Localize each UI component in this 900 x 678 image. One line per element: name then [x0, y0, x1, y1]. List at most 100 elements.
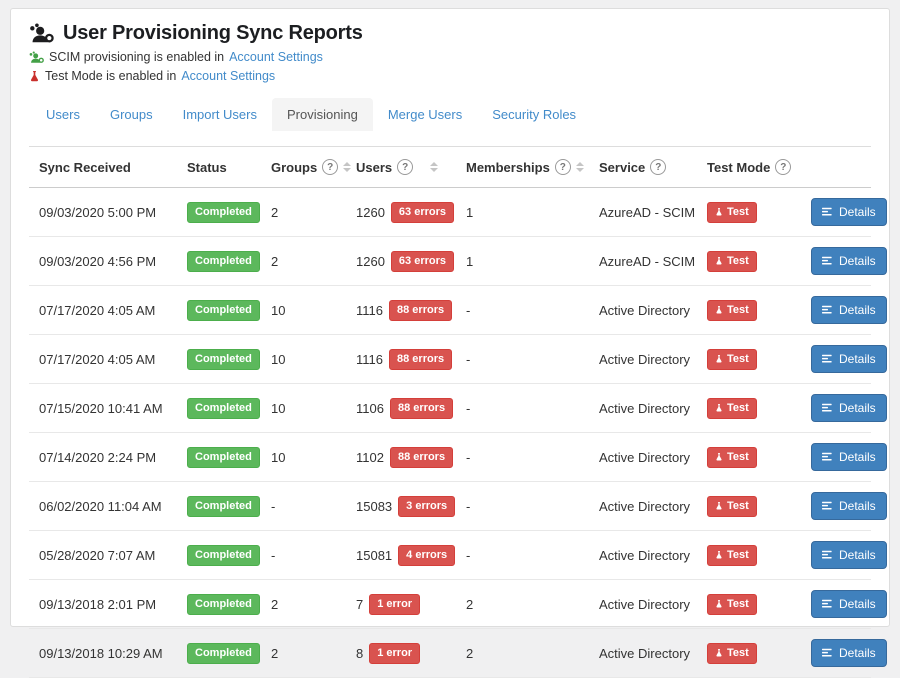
- tab-bar: UsersGroupsImport UsersProvisioningMerge…: [31, 98, 871, 131]
- flask-icon: [715, 501, 723, 511]
- column-header-test-mode[interactable]: Test Mode ?: [697, 147, 801, 188]
- details-button[interactable]: Details: [811, 590, 887, 618]
- status-badge: Completed: [187, 300, 260, 321]
- tab-import-users[interactable]: Import Users: [168, 98, 272, 131]
- table-header-row: Sync Received Status Groups ? Users ? Me…: [29, 147, 871, 188]
- service-cell: AzureAD - SCIM: [589, 237, 697, 286]
- test-mode-cell: Test: [697, 335, 801, 384]
- details-cell: Details: [801, 286, 871, 335]
- status-badge: Completed: [187, 643, 260, 664]
- errors-badge: 1 error: [369, 594, 420, 615]
- tab-security-roles[interactable]: Security Roles: [477, 98, 591, 131]
- users-cell: 1106 88 errors: [346, 384, 456, 433]
- tab-provisioning[interactable]: Provisioning: [272, 98, 373, 131]
- column-header-groups[interactable]: Groups ?: [261, 147, 346, 188]
- memberships-cell: 1: [456, 188, 589, 237]
- list-icon: [822, 403, 833, 414]
- sync-received-cell: 06/02/2020 11:04 AM: [29, 482, 177, 531]
- users-count: 15081: [356, 548, 392, 563]
- sort-icon[interactable]: [343, 162, 351, 172]
- table-row: 07/14/2020 2:24 PM Completed 10 1102 88 …: [29, 433, 871, 482]
- groups-cell: 10: [261, 286, 346, 335]
- memberships-cell: 1: [456, 237, 589, 286]
- test-mode-cell: Test: [697, 580, 801, 629]
- details-button[interactable]: Details: [811, 541, 887, 569]
- status-cell: Completed: [177, 531, 261, 580]
- service-cell: AzureAD - SCIM: [589, 188, 697, 237]
- users-cell: 15083 3 errors: [346, 482, 456, 531]
- users-cell: 15081 4 errors: [346, 531, 456, 580]
- list-icon: [822, 599, 833, 610]
- groups-cell: 2: [261, 237, 346, 286]
- details-cell: Details: [801, 335, 871, 384]
- table-row: 07/15/2020 10:41 AM Completed 10 1106 88…: [29, 384, 871, 433]
- help-icon[interactable]: ?: [650, 159, 666, 175]
- page-header: User Provisioning Sync Reports: [29, 22, 871, 45]
- details-button[interactable]: Details: [811, 394, 887, 422]
- page-title: User Provisioning Sync Reports: [63, 22, 363, 45]
- details-button[interactable]: Details: [811, 198, 887, 226]
- column-header-sync-received[interactable]: Sync Received: [29, 147, 177, 188]
- test-mode-badge: Test: [707, 251, 757, 272]
- details-cell: Details: [801, 531, 871, 580]
- status-cell: Completed: [177, 286, 261, 335]
- errors-badge: 3 errors: [398, 496, 455, 517]
- memberships-cell: -: [456, 384, 589, 433]
- users-cell: 1260 63 errors: [346, 188, 456, 237]
- users-count: 1106: [356, 401, 384, 416]
- column-header-users[interactable]: Users ?: [346, 147, 456, 188]
- details-button[interactable]: Details: [811, 296, 887, 324]
- service-cell: Active Directory: [589, 286, 697, 335]
- details-button[interactable]: Details: [811, 443, 887, 471]
- users-count: 15083: [356, 499, 392, 514]
- sync-reports-table: Sync Received Status Groups ? Users ? Me…: [29, 146, 871, 678]
- sync-received-cell: 09/03/2020 4:56 PM: [29, 237, 177, 286]
- sort-icon[interactable]: [430, 162, 438, 172]
- account-settings-link[interactable]: Account Settings: [229, 50, 323, 64]
- details-column-header: [801, 147, 871, 188]
- table-row: 09/03/2020 5:00 PM Completed 2 1260 63 e…: [29, 188, 871, 237]
- details-button[interactable]: Details: [811, 639, 887, 667]
- errors-badge: 63 errors: [391, 251, 454, 272]
- list-icon: [822, 354, 833, 365]
- account-settings-link[interactable]: Account Settings: [181, 69, 275, 83]
- users-group-icon: [29, 51, 44, 64]
- tab-users[interactable]: Users: [31, 98, 95, 131]
- status-cell: Completed: [177, 188, 261, 237]
- service-cell: Active Directory: [589, 433, 697, 482]
- column-header-service[interactable]: Service ?: [589, 147, 697, 188]
- details-cell: Details: [801, 433, 871, 482]
- service-cell: Active Directory: [589, 384, 697, 433]
- service-cell: Active Directory: [589, 580, 697, 629]
- users-count: 1116: [356, 303, 383, 318]
- status-cell: Completed: [177, 433, 261, 482]
- help-icon[interactable]: ?: [322, 159, 338, 175]
- sync-received-cell: 07/17/2020 4:05 AM: [29, 335, 177, 384]
- column-header-status[interactable]: Status: [177, 147, 261, 188]
- details-cell: Details: [801, 237, 871, 286]
- help-icon[interactable]: ?: [555, 159, 571, 175]
- table-row: 09/13/2018 2:01 PM Completed 2 7 1 error…: [29, 580, 871, 629]
- help-icon[interactable]: ?: [397, 159, 413, 175]
- sync-received-cell: 07/17/2020 4:05 AM: [29, 286, 177, 335]
- details-button[interactable]: Details: [811, 247, 887, 275]
- flask-icon: [29, 70, 40, 83]
- tab-merge-users[interactable]: Merge Users: [373, 98, 477, 131]
- errors-badge: 88 errors: [389, 300, 452, 321]
- flask-icon: [715, 648, 723, 658]
- column-header-memberships[interactable]: Memberships ?: [456, 147, 589, 188]
- test-mode-badge: Test: [707, 643, 757, 664]
- status-badge: Completed: [187, 447, 260, 468]
- memberships-cell: -: [456, 335, 589, 384]
- groups-cell: 2: [261, 188, 346, 237]
- details-button[interactable]: Details: [811, 492, 887, 520]
- details-button[interactable]: Details: [811, 345, 887, 373]
- list-icon: [822, 452, 833, 463]
- tab-groups[interactable]: Groups: [95, 98, 168, 131]
- help-icon[interactable]: ?: [775, 159, 791, 175]
- users-count: 1260: [356, 254, 385, 269]
- table-row: 05/28/2020 7:07 AM Completed - 15081 4 e…: [29, 531, 871, 580]
- list-icon: [822, 550, 833, 561]
- sort-icon[interactable]: [576, 162, 584, 172]
- list-icon: [822, 501, 833, 512]
